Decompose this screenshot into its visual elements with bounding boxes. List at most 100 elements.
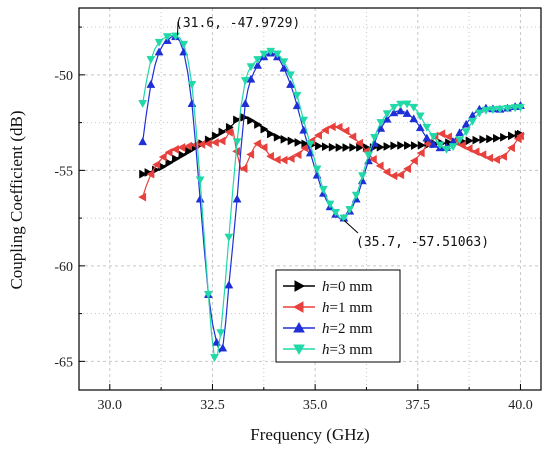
data-point-h2 <box>461 119 471 128</box>
data-point-h3 <box>382 110 392 119</box>
data-point-h3 <box>495 105 505 114</box>
data-point-h1 <box>437 129 446 139</box>
legend-entries: h=0 mm h=1 mm h=2 mm h=3 mm <box>283 279 373 358</box>
data-point-h2 <box>292 101 302 110</box>
y-tick-label: -50 <box>54 69 73 84</box>
data-point-h3 <box>154 38 164 47</box>
legend-label-h0: h=0 mm <box>322 279 373 295</box>
data-point-h1 <box>348 132 357 142</box>
x-axis-title: Frequency (GHz) <box>250 425 369 444</box>
data-point-h0 <box>465 136 474 146</box>
data-point-h1 <box>246 150 255 159</box>
data-point-h0 <box>479 135 488 144</box>
data-point-h1 <box>368 154 377 164</box>
data-point-h1 <box>286 154 295 163</box>
data-point-h1 <box>416 148 425 158</box>
x-tick-label: 30.0 <box>98 398 123 413</box>
data-point-h0 <box>172 154 181 164</box>
data-point-h0 <box>321 142 330 152</box>
data-point-h3 <box>216 329 226 338</box>
data-point-h1 <box>272 155 281 165</box>
data-point-h3 <box>259 50 269 59</box>
data-point-h1 <box>506 143 515 153</box>
data-point-h1 <box>266 151 274 161</box>
data-point-h3 <box>369 133 379 142</box>
data-point-h0 <box>390 141 399 151</box>
data-point-h1 <box>138 192 147 202</box>
data-point-h0 <box>486 134 495 144</box>
data-point-h0 <box>342 143 351 152</box>
data-point-h1 <box>314 130 323 140</box>
legend: h=0 mm h=1 mm h=2 mm h=3 mm <box>275 269 401 363</box>
data-point-h1 <box>485 153 494 163</box>
data-point-h1 <box>403 164 411 174</box>
data-point-h0 <box>165 158 174 168</box>
data-point-h3 <box>396 100 405 109</box>
data-point-h3 <box>286 71 295 80</box>
data-point-h3 <box>272 50 282 59</box>
data-point-h0 <box>315 141 324 151</box>
series-layer <box>138 32 525 363</box>
data-point-h3 <box>435 141 445 150</box>
legend-marker-h0 <box>294 280 306 292</box>
data-point-h1 <box>164 147 173 157</box>
data-point-h3 <box>299 116 309 125</box>
data-point-h1 <box>224 127 233 137</box>
data-point-h3 <box>448 143 458 152</box>
data-point-h1 <box>259 143 268 152</box>
annotation-min: (35.7, -57.51063) <box>356 235 489 250</box>
data-point-h3 <box>351 191 361 200</box>
data-point-h1 <box>217 136 226 146</box>
data-point-h1 <box>491 155 500 165</box>
data-point-h3 <box>266 47 276 56</box>
data-point-h3 <box>364 151 373 160</box>
data-point-h1 <box>457 140 466 150</box>
data-point-h1 <box>327 122 336 132</box>
data-point-h0 <box>417 140 426 150</box>
data-point-h2 <box>402 108 412 117</box>
data-point-h1 <box>177 143 186 152</box>
y-tick-label: -60 <box>54 260 73 275</box>
annotation-min-leader <box>343 219 359 234</box>
data-point-h1 <box>184 141 193 151</box>
data-point-h2 <box>187 98 197 107</box>
data-point-h3 <box>357 172 367 181</box>
data-point-h0 <box>225 122 234 132</box>
data-point-h3 <box>422 123 432 132</box>
data-point-h2 <box>409 114 419 123</box>
data-point-h0 <box>287 136 296 146</box>
data-point-h1 <box>382 167 391 177</box>
data-point-h2 <box>422 133 432 142</box>
data-point-h3 <box>210 354 219 363</box>
data-point-h0 <box>328 142 337 152</box>
data-point-h3 <box>240 77 250 86</box>
data-point-h1 <box>355 138 364 148</box>
data-point-h1 <box>464 144 473 154</box>
data-point-h3 <box>481 106 491 115</box>
data-point-h3 <box>279 58 289 67</box>
data-point-h1 <box>515 131 524 141</box>
data-point-h2 <box>396 106 405 115</box>
plot-frame <box>78 7 542 391</box>
annotation-max: (31.6, -47.9729) <box>175 16 300 31</box>
data-point-h0 <box>508 131 516 141</box>
data-point-h0 <box>472 135 481 145</box>
data-point-h3 <box>402 100 412 109</box>
data-point-h0 <box>185 146 194 156</box>
data-point-h3 <box>305 140 315 149</box>
data-point-h0 <box>273 132 282 142</box>
data-point-h3 <box>455 136 465 145</box>
data-point-h1 <box>300 143 309 153</box>
data-point-h1 <box>409 156 418 166</box>
x-tick-label: 35.0 <box>303 398 328 413</box>
series-h1 <box>138 122 524 202</box>
data-point-h3 <box>187 80 197 89</box>
data-point-h1 <box>210 138 219 147</box>
data-point-h3 <box>312 165 322 174</box>
data-point-h1 <box>396 170 405 180</box>
data-point-h0 <box>178 150 187 160</box>
y-tick-label: -55 <box>54 164 73 179</box>
data-point-h3 <box>474 109 484 118</box>
data-point-h3 <box>146 56 156 65</box>
data-point-h1 <box>158 152 167 162</box>
